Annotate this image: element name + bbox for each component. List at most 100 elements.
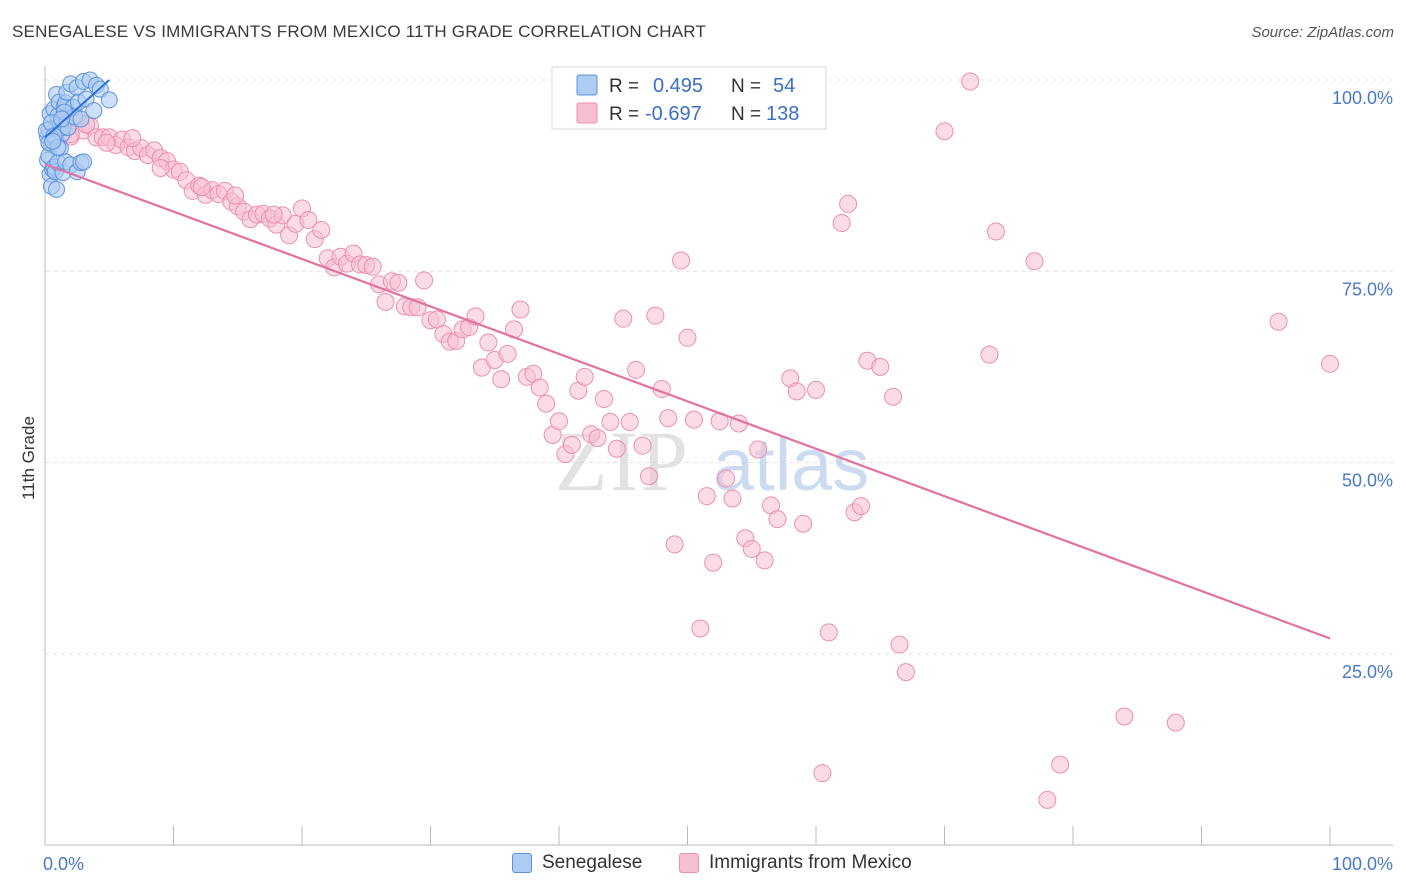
- mexico-point-110: [755, 551, 774, 570]
- legend-n-label-mexico: N =: [731, 104, 761, 125]
- mexico-point-112: [768, 510, 787, 529]
- mexico-point-147: [264, 205, 283, 224]
- mexico-point-96: [665, 535, 684, 554]
- mexico-point-127: [896, 663, 915, 682]
- mexico-point-145: [192, 178, 211, 197]
- senegalese-point-52: [44, 132, 62, 150]
- mexico-point-128: [935, 122, 954, 141]
- mexico-point-143: [123, 129, 142, 148]
- mexico-point-91: [633, 436, 652, 455]
- y-tick-label-100: 100.0%: [1332, 88, 1393, 108]
- mexico-point-136: [1166, 713, 1185, 732]
- mexico-point-99: [684, 410, 703, 429]
- legend-r-label-senegalese: R =: [609, 76, 639, 97]
- mexico-point-75: [530, 378, 549, 397]
- mexico-point-116: [807, 380, 825, 399]
- mexico-point-67: [479, 333, 498, 352]
- x-tick-label-min: 0.0%: [43, 854, 84, 874]
- senegalese-point-53: [53, 110, 71, 128]
- y-tick-labels: 25.0% 50.0% 75.0% 100.0%: [1332, 88, 1393, 682]
- x-tick-label-max: 100.0%: [1332, 854, 1393, 874]
- mexico-point-84: [588, 429, 607, 448]
- mexico-point-104: [717, 469, 736, 488]
- mexico-point-108: [742, 539, 761, 558]
- mexico-point-101: [697, 487, 716, 506]
- senegalese-point-51: [75, 153, 93, 171]
- legend-swatch-mexico-bottom: [679, 853, 699, 873]
- mexico-point-98: [678, 328, 697, 347]
- y-tick-label-25: 25.0%: [1342, 662, 1393, 682]
- mexico-point-89: [620, 412, 639, 431]
- mexico-point-125: [884, 387, 903, 406]
- legend-swatch-senegalese-bottom: [512, 853, 532, 873]
- mexico-point-80: [562, 435, 581, 454]
- mexico-point-82: [575, 367, 594, 386]
- mexico-point-135: [1115, 707, 1134, 726]
- mexico-points: [48, 72, 1339, 809]
- mexico-point-118: [819, 623, 838, 642]
- mexico-point-129: [961, 72, 980, 91]
- mexico-point-78: [550, 412, 568, 431]
- legend-n-label-senegalese: N =: [731, 76, 761, 97]
- mexico-point-146: [226, 186, 245, 205]
- mexico-point-137: [1269, 312, 1288, 331]
- x-tick-labels: 0.0% 100.0%: [43, 854, 1393, 874]
- mexico-point-144: [151, 158, 170, 177]
- legend-item-senegalese[interactable]: Senegalese: [512, 852, 642, 874]
- series-legend: Senegalese Immigrants from Mexico: [0, 852, 1406, 878]
- mexico-trend-line: [44, 163, 1331, 640]
- watermark-zip: ZIP: [555, 413, 690, 509]
- senegalese-point-22: [72, 110, 90, 128]
- senegalese-point-26: [85, 102, 103, 120]
- watermark: ZIP atlas: [555, 413, 869, 509]
- mexico-point-109: [749, 440, 768, 459]
- mexico-point-122: [851, 497, 870, 516]
- mexico-point-126: [890, 635, 909, 654]
- mexico-point-87: [607, 439, 626, 458]
- y-tick-label-75: 75.0%: [1342, 279, 1393, 299]
- mexico-point-53: [389, 273, 408, 292]
- chart-source: Source: ZipAtlas.com: [1251, 24, 1394, 41]
- mexico-point-142: [97, 133, 116, 152]
- mexico-point-117: [813, 764, 832, 783]
- chart-title: SENEGALESE VS IMMIGRANTS FROM MEXICO 11T…: [12, 22, 707, 41]
- y-axis-label: 11th Grade: [19, 416, 38, 500]
- senegalese-point-37: [48, 180, 66, 198]
- mexico-point-51: [376, 292, 395, 311]
- mexico-point-49: [363, 257, 382, 276]
- x-axis-ticks: [44, 826, 1331, 845]
- mexico-point-97: [672, 251, 691, 270]
- axes: [44, 66, 1393, 846]
- mexico-point-41: [312, 220, 331, 239]
- mexico-point-131: [986, 222, 1005, 241]
- mexico-point-138: [1321, 354, 1339, 373]
- y-tick-label-50: 50.0%: [1342, 471, 1393, 491]
- legend-swatch-mexico: [576, 102, 598, 124]
- legend-frame: [551, 66, 827, 130]
- legend-item-mexico[interactable]: Immigrants from Mexico: [679, 852, 912, 874]
- mexico-point-115: [794, 514, 813, 533]
- mexico-point-134: [1051, 755, 1070, 774]
- mexico-point-100: [691, 619, 710, 638]
- mexico-point-39: [299, 210, 318, 229]
- senegalese-trend-line: [44, 79, 110, 139]
- legend-r-label-mexico: R =: [609, 104, 639, 125]
- mexico-point-57: [415, 271, 434, 290]
- mexico-point-90: [627, 360, 646, 379]
- legend-swatch-senegalese: [576, 74, 598, 96]
- mexico-point-114: [787, 382, 806, 401]
- legend-r-value-mexico: -0.697: [645, 103, 702, 125]
- mexico-point-124: [871, 357, 890, 376]
- legend-label-senegalese: Senegalese: [542, 852, 643, 873]
- legend-r-value-senegalese: 0.495: [653, 75, 703, 97]
- mexico-point-85: [594, 390, 613, 409]
- stats-legend: R = 0.495 N = 54 R = -0.697 N = 138: [551, 66, 827, 130]
- mexico-point-120: [839, 194, 858, 213]
- mexico-point-93: [646, 306, 665, 325]
- mexico-point-105: [723, 489, 742, 508]
- legend-n-value-senegalese: 54: [773, 75, 795, 97]
- legend-label-mexico: Immigrants from Mexico: [709, 852, 912, 873]
- mexico-point-76: [537, 394, 556, 413]
- trend-lines: [44, 79, 1331, 640]
